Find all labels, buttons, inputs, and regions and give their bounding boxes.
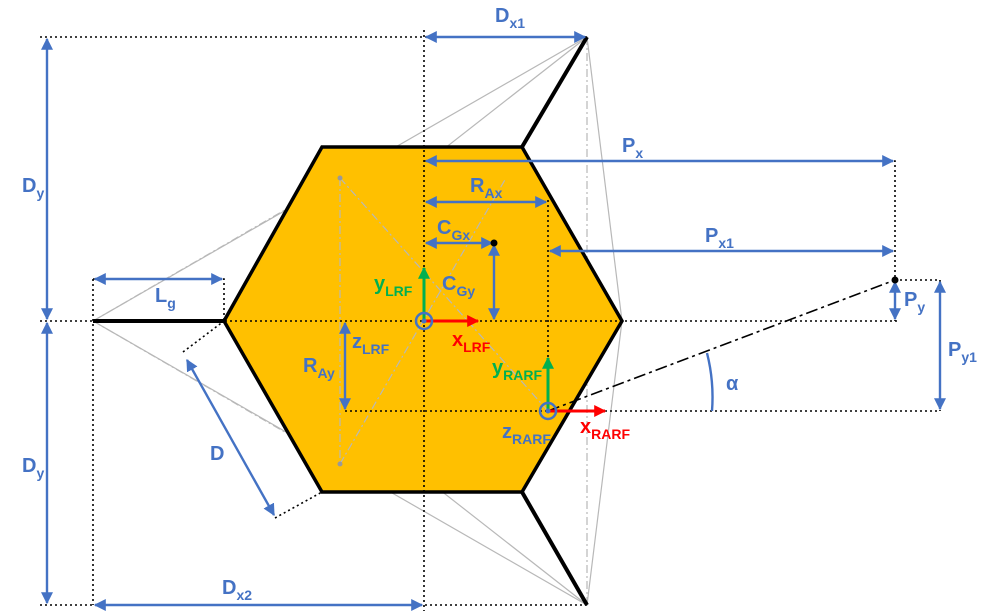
label-y-lrf: yLRF <box>374 273 413 299</box>
label-py: Py <box>904 289 925 315</box>
label-alpha: α <box>726 373 739 395</box>
label-z-rarf: zRARF <box>502 421 551 447</box>
label-lg: Lg <box>155 285 176 311</box>
label-py1: Py1 <box>948 339 977 365</box>
label-rax: RAx <box>470 175 503 201</box>
legs <box>93 35 589 606</box>
label-dx2: Dx2 <box>222 577 252 603</box>
label-dy-top: Dy <box>22 175 44 201</box>
dimension-arrows <box>41 31 946 611</box>
dotted-guides <box>40 30 941 611</box>
label-ray: RAy <box>303 355 335 381</box>
label-z-lrf: zLRF <box>352 331 390 357</box>
label-x-rarf: xRARF <box>580 416 630 442</box>
label-px: Px <box>622 135 643 161</box>
label-d: D <box>210 443 224 465</box>
label-y-rarf: yRARF <box>492 357 542 383</box>
label-cgx: CGx <box>437 217 470 243</box>
label-x-lrf: xLRF <box>452 329 491 355</box>
label-dx1: Dx1 <box>495 5 525 31</box>
frames <box>414 266 607 421</box>
label-cgy: CGy <box>442 273 475 299</box>
label-dy-bottom: Dy <box>22 455 44 481</box>
label-px1: Px1 <box>705 225 734 251</box>
